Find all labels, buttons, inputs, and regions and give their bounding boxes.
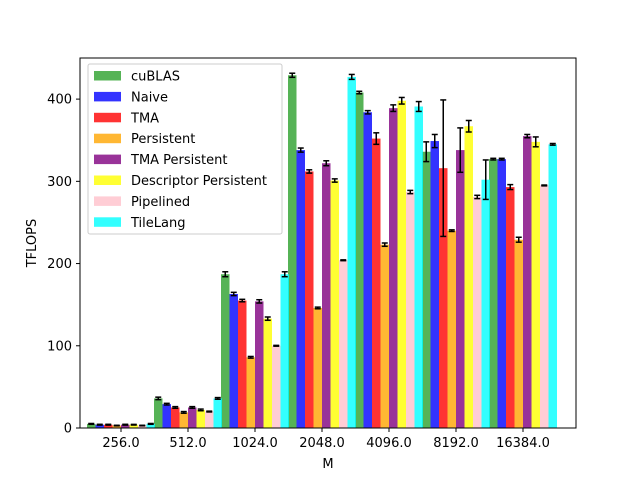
y-tick-label: 300 (47, 175, 72, 190)
bar (179, 412, 188, 428)
bar (489, 159, 498, 428)
bar (313, 307, 322, 428)
bar (112, 425, 121, 428)
y-axis-label: TFLOPS (25, 219, 40, 269)
bar (397, 100, 406, 428)
legend-label: TMA Persistent (130, 153, 228, 168)
bar (104, 424, 113, 428)
bar (464, 126, 473, 428)
bar (305, 171, 314, 428)
bar (229, 293, 238, 428)
bar (330, 180, 339, 428)
legend-swatch (94, 133, 121, 144)
bar (272, 345, 281, 428)
y-tick-label: 200 (47, 257, 72, 272)
bar (389, 108, 398, 429)
bars-layer (87, 75, 557, 429)
legend-swatch (94, 196, 121, 206)
legend-swatch (94, 217, 121, 227)
bar (430, 141, 439, 429)
bar (288, 75, 297, 429)
bar (221, 274, 230, 428)
x-axis: 256.0 512.0 1024.0 2048.0 4096.0 8192.0 16384.… (102, 428, 550, 451)
bar (121, 424, 130, 428)
bar (355, 92, 364, 429)
y-tick-label: 0 (64, 422, 72, 437)
bar (363, 112, 372, 429)
bar (380, 244, 389, 428)
legend-label: Persistent (131, 132, 195, 147)
legend-label: TMA (130, 111, 159, 126)
x-tick-label: 1024.0 (232, 436, 278, 451)
bar (213, 398, 222, 428)
legend-swatch (94, 91, 121, 102)
legend-label: TileLang (130, 216, 185, 231)
bar (473, 196, 482, 428)
bar (514, 239, 523, 428)
bar (422, 151, 431, 428)
bar (138, 425, 147, 428)
bar (447, 230, 456, 428)
bar (146, 423, 155, 428)
bar (540, 185, 549, 428)
legend-swatch (94, 71, 121, 81)
bar (196, 409, 205, 428)
bar (406, 192, 415, 428)
bar (497, 159, 506, 428)
bar (171, 407, 180, 428)
x-tick-label: 4096.0 (366, 436, 412, 451)
bar (339, 260, 348, 428)
bar (372, 138, 381, 429)
bar (439, 168, 448, 428)
bar (322, 163, 331, 428)
bar (414, 106, 423, 428)
x-tick-label: 256.0 (102, 436, 139, 451)
bar (347, 76, 356, 429)
legend: cuBLAS Naive TMA Persistent TMA Persistent De… (87, 63, 283, 235)
legend-label: Descriptor Persistent (131, 174, 267, 189)
bar (481, 179, 490, 428)
bar (87, 423, 96, 428)
legend-swatch (94, 154, 121, 165)
legend-box (87, 63, 283, 235)
x-tick-label: 512.0 (169, 436, 206, 451)
bar (523, 136, 532, 428)
bar (129, 424, 138, 428)
bar (280, 274, 289, 428)
y-axis: 0 100 200 300 400 (47, 93, 80, 437)
errorbars-layer (88, 72, 556, 427)
x-tick-label: 2048.0 (299, 436, 345, 451)
legend-label: cuBLAS (131, 70, 180, 85)
y-tick-label: 400 (47, 93, 72, 108)
y-tick-label: 100 (47, 339, 72, 354)
bar (296, 150, 305, 429)
x-axis-label: M (322, 457, 333, 472)
legend-label: Pipelined (131, 195, 190, 210)
bar (162, 404, 171, 428)
x-tick-label: 8192.0 (433, 436, 479, 451)
legend-swatch (94, 112, 121, 123)
bar (238, 300, 247, 428)
bar (188, 407, 197, 428)
bar (506, 187, 515, 428)
legend-label: Naive (131, 90, 168, 105)
bar (531, 141, 540, 428)
plot-frame (79, 57, 577, 429)
bar (263, 318, 272, 428)
bar (246, 357, 255, 428)
bar (255, 301, 264, 428)
bar (95, 424, 104, 428)
x-tick-label: 16384.0 (496, 436, 550, 451)
bar (205, 411, 214, 428)
bar (548, 144, 557, 429)
bar (456, 150, 465, 429)
bar (154, 398, 163, 428)
legend-swatch (94, 175, 121, 185)
